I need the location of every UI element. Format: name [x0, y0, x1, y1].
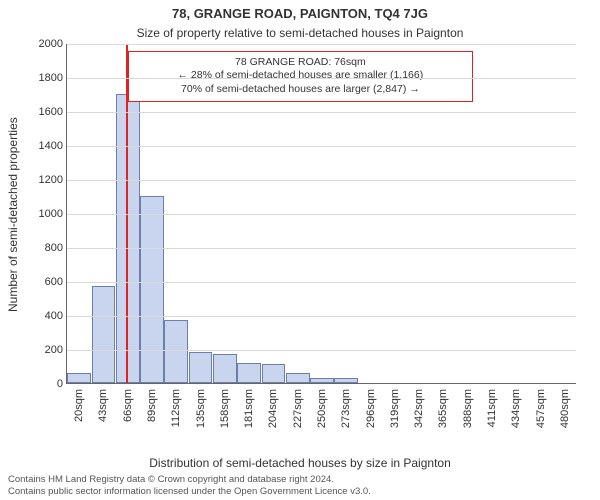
y-tick-label: 400	[45, 310, 63, 322]
x-tick-label: 411sqm	[486, 389, 498, 427]
x-tick-label: 480sqm	[559, 389, 571, 428]
gridline	[67, 248, 576, 249]
histogram-bar	[262, 364, 286, 383]
x-tick-label: 250sqm	[316, 389, 328, 428]
x-tick-label: 319sqm	[389, 389, 401, 428]
gridline	[67, 316, 576, 317]
y-tick-label: 1200	[39, 174, 63, 186]
x-tick-label: 434sqm	[510, 389, 522, 428]
histogram-bar	[67, 373, 91, 383]
histogram-bar	[213, 354, 237, 383]
x-tick-label: 342sqm	[413, 389, 425, 428]
y-tick-label: 600	[45, 276, 63, 288]
gridline	[67, 44, 576, 45]
x-tick-label: 388sqm	[462, 389, 474, 428]
histogram-bar	[189, 352, 213, 383]
x-tick-label: 296sqm	[365, 389, 377, 428]
footer-line1: Contains HM Land Registry data © Crown c…	[8, 474, 371, 486]
gridline	[67, 112, 576, 113]
gridline	[67, 282, 576, 283]
x-tick-label: 181sqm	[243, 389, 255, 428]
y-tick-label: 1600	[39, 106, 63, 118]
chart-subtitle: Size of property relative to semi-detach…	[0, 26, 600, 40]
y-tick-label: 2000	[39, 38, 63, 50]
y-tick-label: 200	[45, 344, 63, 356]
x-tick-label: 135sqm	[195, 389, 207, 428]
gridline	[67, 214, 576, 215]
y-tick-label: 1800	[39, 72, 63, 84]
y-tick-label: 800	[45, 242, 63, 254]
x-tick-label: 158sqm	[219, 389, 231, 428]
gridline	[67, 350, 576, 351]
annotation-line1: 78 GRANGE ROAD: 76sqm	[137, 56, 463, 70]
x-tick-label: 112sqm	[170, 389, 182, 427]
x-tick-label: 66sqm	[122, 389, 134, 422]
histogram-bar	[237, 363, 261, 383]
histogram-bar	[310, 378, 334, 383]
x-tick-label: 365sqm	[437, 389, 449, 428]
x-tick-label: 457sqm	[535, 389, 547, 428]
x-axis-label: Distribution of semi-detached houses by …	[0, 456, 600, 470]
annotation-line2: ← 28% of semi-detached houses are smalle…	[137, 69, 463, 83]
footer: Contains HM Land Registry data © Crown c…	[8, 474, 371, 498]
x-tick-label: 89sqm	[146, 389, 158, 422]
annotation-line3: 70% of semi-detached houses are larger (…	[137, 83, 463, 97]
histogram-bar	[334, 378, 358, 383]
plot-area: 78 GRANGE ROAD: 76sqm ← 28% of semi-deta…	[66, 44, 576, 384]
footer-line2: Contains public sector information licen…	[8, 486, 371, 498]
y-tick-label: 0	[57, 378, 63, 390]
chart-title: 78, GRANGE ROAD, PAIGNTON, TQ4 7JG	[0, 6, 600, 21]
y-tick-label: 1400	[39, 140, 63, 152]
y-axis-label: Number of semi-detached properties	[6, 117, 20, 312]
histogram-bar	[92, 286, 116, 383]
x-tick-label: 204sqm	[267, 389, 279, 428]
x-tick-label: 20sqm	[73, 389, 85, 422]
y-tick-label: 1000	[39, 208, 63, 220]
histogram-bar	[140, 196, 164, 383]
x-tick-label: 43sqm	[97, 389, 109, 422]
gridline	[67, 180, 576, 181]
histogram-bar	[286, 373, 310, 383]
annotation-box: 78 GRANGE ROAD: 76sqm ← 28% of semi-deta…	[128, 51, 472, 102]
x-tick-label: 273sqm	[340, 389, 352, 428]
x-tick-label: 227sqm	[292, 389, 304, 428]
gridline	[67, 78, 576, 79]
gridline	[67, 146, 576, 147]
chart-container: 78, GRANGE ROAD, PAIGNTON, TQ4 7JG Size …	[0, 0, 600, 500]
histogram-bar	[164, 320, 188, 383]
